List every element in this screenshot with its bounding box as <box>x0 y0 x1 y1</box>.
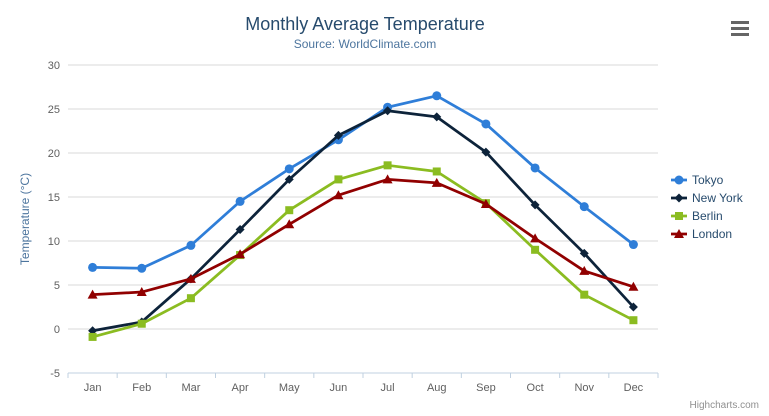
data-point-marker[interactable] <box>530 200 540 210</box>
data-point-marker[interactable] <box>530 233 541 243</box>
data-point-marker[interactable] <box>383 161 392 170</box>
data-point-marker[interactable] <box>235 249 246 259</box>
y-axis-label: 20 <box>48 148 60 160</box>
data-point-marker[interactable] <box>284 219 295 229</box>
square-marker-icon <box>671 212 687 220</box>
data-point-marker[interactable] <box>88 262 98 272</box>
data-point-marker[interactable] <box>530 163 540 173</box>
x-axis-label: Mar <box>181 382 200 394</box>
legend-label: London <box>692 227 733 241</box>
triangle-marker-icon <box>671 229 687 238</box>
data-point-marker[interactable] <box>333 190 344 200</box>
y-axis-label: 10 <box>48 236 60 248</box>
data-point-marker[interactable] <box>481 147 491 157</box>
chart-subtitle: Source: WorldClimate.com <box>293 37 437 51</box>
data-point-marker[interactable] <box>580 290 589 299</box>
series-line-berlin <box>91 163 635 339</box>
data-point-marker[interactable] <box>432 112 442 122</box>
x-axis-label: Jun <box>330 382 348 394</box>
legend-label: Tokyo <box>692 173 724 187</box>
x-axis-label: Dec <box>624 382 644 394</box>
data-point-marker[interactable] <box>579 265 590 275</box>
y-axis-title: Temperature (°C) <box>18 172 32 266</box>
x-axis-label: Oct <box>527 382 544 394</box>
data-point-marker[interactable] <box>284 164 294 174</box>
credits-link[interactable]: Highcharts.com <box>689 400 759 411</box>
data-point-marker[interactable] <box>284 174 294 184</box>
y-axis-label: 25 <box>48 104 60 116</box>
x-axis-label: Jul <box>381 382 395 394</box>
x-axis-label: Aug <box>427 382 447 394</box>
legend-item-berlin[interactable]: Berlin <box>671 207 743 225</box>
data-point-marker[interactable] <box>431 177 442 187</box>
legend-item-tokyo[interactable]: Tokyo <box>671 171 743 189</box>
y-axis-label: 0 <box>54 324 60 336</box>
data-point-marker[interactable] <box>87 289 98 299</box>
hamburger-menu-icon <box>731 21 749 24</box>
y-axis-label: -5 <box>50 368 60 380</box>
legend-label: Berlin <box>692 209 723 223</box>
y-axis-label: 15 <box>48 192 60 204</box>
diamond-marker-icon <box>671 193 687 203</box>
y-axis-label: 30 <box>48 60 60 72</box>
chart-title: Monthly Average Temperature <box>245 14 485 34</box>
data-point-marker[interactable] <box>628 302 638 312</box>
x-axis-label: Jan <box>84 382 102 394</box>
data-point-marker[interactable] <box>285 206 294 215</box>
circle-marker-icon <box>671 175 687 185</box>
legend-label: New York <box>692 191 743 205</box>
data-point-marker[interactable] <box>628 281 639 291</box>
hamburger-menu-icon <box>731 27 749 30</box>
data-point-marker[interactable] <box>481 119 491 129</box>
data-point-marker[interactable] <box>628 240 638 250</box>
x-axis-label: May <box>279 382 300 394</box>
data-point-marker[interactable] <box>531 245 540 254</box>
data-point-marker[interactable] <box>629 316 638 325</box>
export-menu-button[interactable] <box>731 21 749 36</box>
data-point-marker[interactable] <box>88 332 97 341</box>
data-point-marker[interactable] <box>235 196 245 206</box>
data-point-marker[interactable] <box>480 199 491 209</box>
x-axis-label: Feb <box>132 382 151 394</box>
data-point-marker[interactable] <box>185 273 196 283</box>
y-axis-label: 5 <box>54 280 60 292</box>
legend-item-london[interactable]: London <box>671 225 743 243</box>
data-point-marker[interactable] <box>432 167 441 176</box>
data-point-marker[interactable] <box>382 174 393 184</box>
x-axis-label: Nov <box>574 382 594 394</box>
data-point-marker[interactable] <box>137 319 146 328</box>
x-axis-label: Apr <box>232 382 249 394</box>
data-point-marker[interactable] <box>333 130 343 140</box>
data-point-marker[interactable] <box>383 106 393 116</box>
data-point-marker[interactable] <box>235 225 245 235</box>
data-point-marker[interactable] <box>186 240 196 250</box>
legend: Tokyo New York Berlin London <box>671 171 743 243</box>
data-point-marker[interactable] <box>579 202 589 212</box>
x-axis-label: Sep <box>476 382 496 394</box>
data-point-marker[interactable] <box>334 175 343 184</box>
data-point-marker[interactable] <box>579 248 589 258</box>
data-point-marker[interactable] <box>186 294 195 303</box>
data-point-marker[interactable] <box>137 263 147 273</box>
hamburger-menu-icon <box>731 33 749 36</box>
series-line-london <box>91 178 635 297</box>
data-point-marker[interactable] <box>136 287 147 297</box>
data-point-marker[interactable] <box>432 91 442 101</box>
series-line-new-york <box>91 109 635 333</box>
legend-item-new-york[interactable]: New York <box>671 189 743 207</box>
